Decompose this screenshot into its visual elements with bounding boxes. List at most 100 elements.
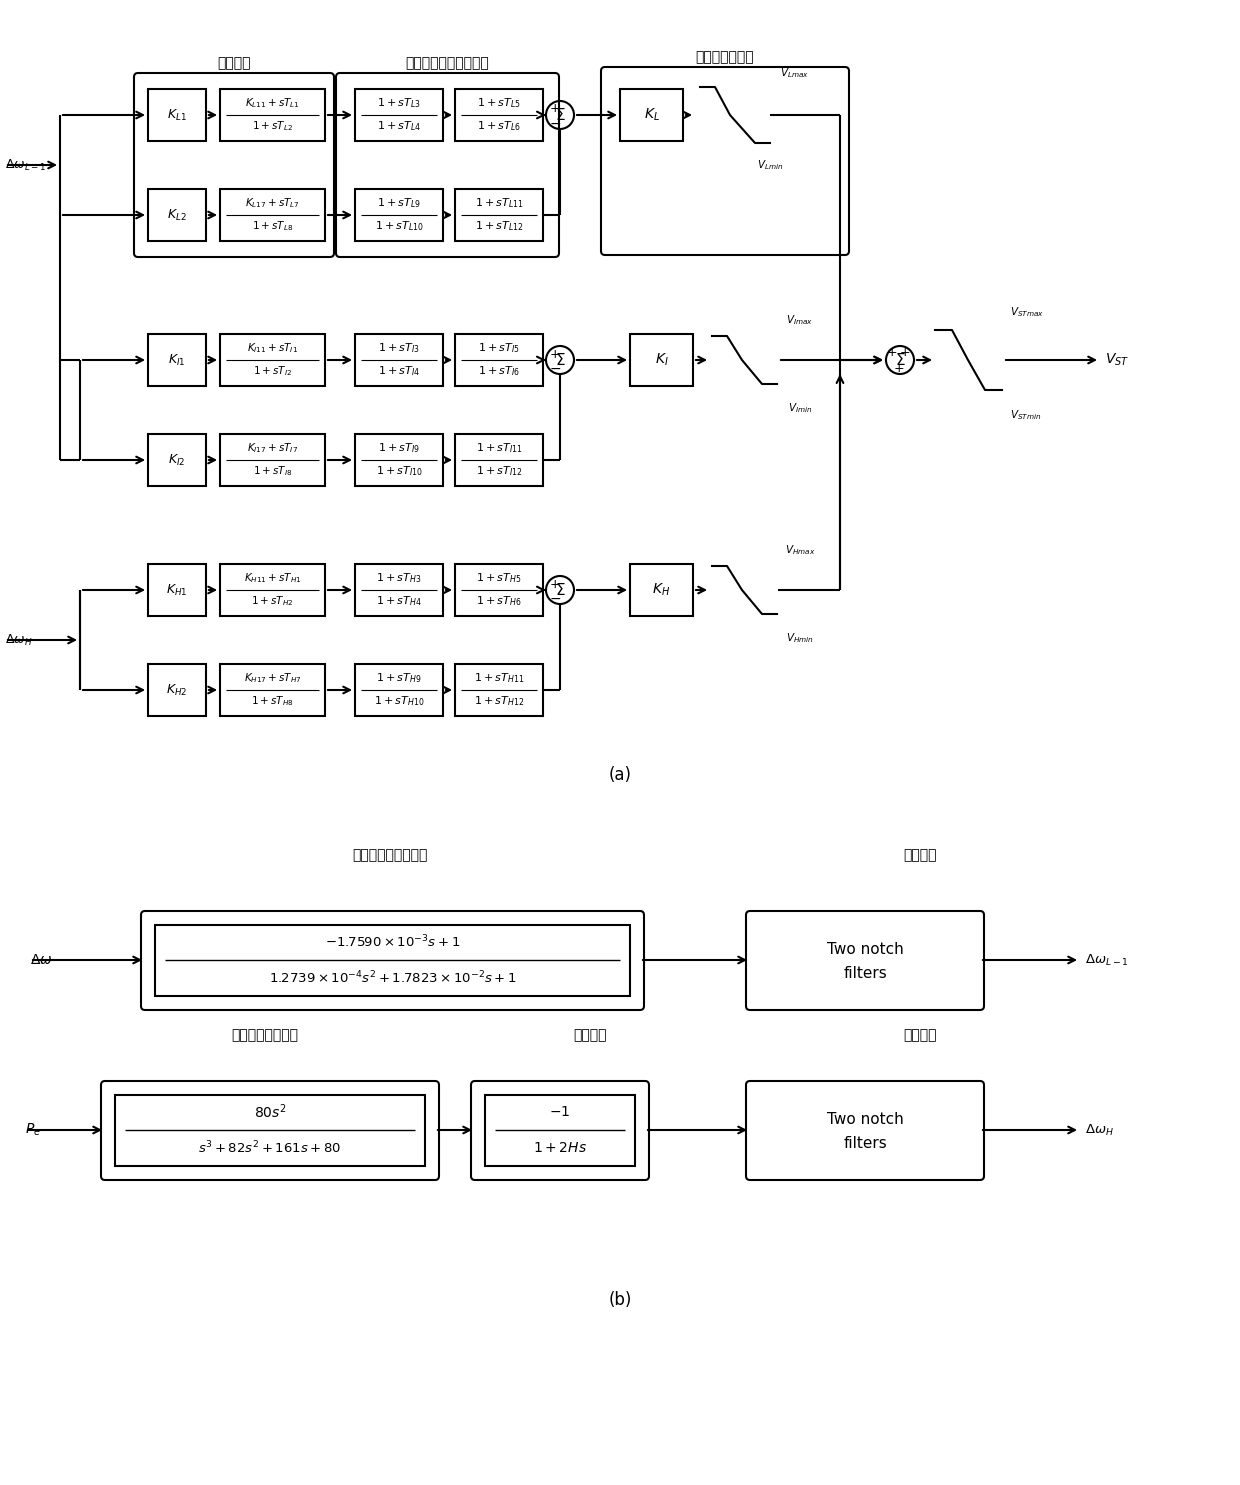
FancyBboxPatch shape — [746, 910, 985, 1010]
Bar — [148, 434, 206, 486]
Bar — [455, 564, 543, 616]
Text: $1+sT_{L11}$: $1+sT_{L11}$ — [475, 196, 523, 211]
Bar — [355, 664, 443, 716]
Text: $1+sT_{I8}$: $1+sT_{I8}$ — [253, 465, 293, 478]
Text: $1+sT_{I5}$: $1+sT_{I5}$ — [479, 342, 520, 355]
Text: Two notch: Two notch — [827, 943, 904, 958]
Text: 增益及限幅环节: 增益及限幅环节 — [696, 50, 754, 64]
Bar — [115, 1094, 425, 1166]
Text: $K_{L}$: $K_{L}$ — [644, 107, 660, 123]
Text: $1+sT_{L10}$: $1+sT_{L10}$ — [374, 220, 424, 233]
Text: $V_{Hmin}$: $V_{Hmin}$ — [786, 631, 813, 644]
Text: $\Sigma$: $\Sigma$ — [895, 352, 905, 368]
Text: Two notch: Two notch — [827, 1112, 904, 1127]
Text: $1+sT_{L2}$: $1+sT_{L2}$ — [252, 119, 293, 134]
Text: $1+sT_{H5}$: $1+sT_{H5}$ — [476, 572, 522, 585]
Text: $\Delta\omega_{L-1}$: $\Delta\omega_{L-1}$ — [1085, 952, 1128, 968]
Text: 超前滞后相位补偿环节: 超前滞后相位补偿环节 — [405, 56, 490, 70]
FancyBboxPatch shape — [134, 73, 334, 257]
Text: $K_{H11}+sT_{H1}$: $K_{H11}+sT_{H1}$ — [243, 572, 301, 585]
Bar — [219, 664, 325, 716]
Text: $1.2739\times10^{-4}s^{2}+1.7823\times10^{-2}s+1$: $1.2739\times10^{-4}s^{2}+1.7823\times10… — [269, 970, 517, 986]
Text: $\Delta\omega_{H}$: $\Delta\omega_{H}$ — [5, 633, 32, 647]
Text: $1+sT_{L12}$: $1+sT_{L12}$ — [475, 220, 523, 233]
Bar — [148, 564, 206, 616]
Text: (b): (b) — [609, 1290, 631, 1308]
FancyBboxPatch shape — [746, 1081, 985, 1181]
Bar — [219, 189, 325, 241]
Text: $\Delta\omega$: $\Delta\omega$ — [30, 953, 52, 967]
Bar — [630, 564, 693, 616]
Text: $K_{I2}$: $K_{I2}$ — [169, 453, 186, 468]
Text: $1+sT_{H12}$: $1+sT_{H12}$ — [474, 695, 525, 708]
Text: $1+2Hs$: $1+2Hs$ — [533, 1140, 587, 1155]
FancyBboxPatch shape — [141, 910, 644, 1010]
Text: $K_{H1}$: $K_{H1}$ — [166, 582, 187, 597]
Text: $V_{Imin}$: $V_{Imin}$ — [787, 401, 812, 414]
Bar — [355, 564, 443, 616]
Text: $1+sT_{L5}$: $1+sT_{L5}$ — [477, 97, 521, 110]
Text: $K_{I17}+sT_{I7}$: $K_{I17}+sT_{I7}$ — [247, 441, 298, 456]
Text: $K_{H17}+sT_{H7}$: $K_{H17}+sT_{H7}$ — [243, 671, 301, 686]
Text: $V_{Lmin}$: $V_{Lmin}$ — [756, 157, 784, 172]
Text: $1+sT_{H4}$: $1+sT_{H4}$ — [376, 594, 422, 609]
Text: $1+sT_{I2}$: $1+sT_{I2}$ — [253, 364, 293, 379]
Text: −: − — [549, 117, 560, 131]
Text: $1+sT_{I4}$: $1+sT_{I4}$ — [378, 364, 420, 379]
Text: +: + — [549, 347, 560, 361]
Text: $V_{ST}$: $V_{ST}$ — [1105, 352, 1130, 368]
Bar — [155, 925, 630, 996]
Text: filters: filters — [843, 1136, 887, 1151]
Bar — [485, 1094, 635, 1166]
Bar — [630, 334, 693, 386]
Text: $\Delta\omega_{H}$: $\Delta\omega_{H}$ — [1085, 1123, 1114, 1138]
Text: $K_{L1}$: $K_{L1}$ — [167, 107, 187, 123]
Text: $1+sT_{H2}$: $1+sT_{H2}$ — [252, 594, 294, 609]
Text: $K_{L11}+sT_{L1}$: $K_{L11}+sT_{L1}$ — [246, 97, 300, 110]
Text: $1+sT_{H10}$: $1+sT_{H10}$ — [373, 695, 424, 708]
Text: +: + — [887, 346, 898, 359]
Bar — [620, 89, 683, 141]
Bar — [455, 189, 543, 241]
Text: 可选环节: 可选环节 — [903, 1028, 936, 1042]
Text: −: − — [549, 593, 560, 606]
Text: 惯性环节: 惯性环节 — [573, 1028, 606, 1042]
Bar — [148, 664, 206, 716]
Bar — [219, 334, 325, 386]
Bar — [148, 89, 206, 141]
Text: $K_{I11}+sT_{I1}$: $K_{I11}+sT_{I1}$ — [247, 342, 298, 355]
Text: $s^{3}+82s^{2}+161s+80$: $s^{3}+82s^{2}+161s+80$ — [198, 1139, 341, 1157]
Text: −: − — [549, 362, 560, 376]
Text: $P_e$: $P_e$ — [25, 1121, 41, 1138]
Text: $1+sT_{I6}$: $1+sT_{I6}$ — [477, 364, 520, 379]
Text: $V_{STmin}$: $V_{STmin}$ — [1011, 408, 1042, 422]
Text: $1+sT_{L6}$: $1+sT_{L6}$ — [477, 119, 521, 134]
Text: $1+sT_{L3}$: $1+sT_{L3}$ — [377, 97, 420, 110]
Text: $K_{I1}$: $K_{I1}$ — [169, 352, 186, 368]
Bar — [455, 434, 543, 486]
Text: $1+sT_{L4}$: $1+sT_{L4}$ — [377, 119, 422, 134]
Text: $80s^{2}$: $80s^{2}$ — [254, 1103, 286, 1121]
Text: 高频段速度传感器: 高频段速度传感器 — [232, 1028, 299, 1042]
Text: $1+sT_{H11}$: $1+sT_{H11}$ — [474, 671, 525, 686]
Text: $-1$: $-1$ — [549, 1105, 570, 1120]
Text: $-1.7590\times10^{-3}s+1$: $-1.7590\times10^{-3}s+1$ — [325, 934, 460, 950]
Bar — [219, 564, 325, 616]
Text: 可选环节: 可选环节 — [903, 848, 936, 861]
Bar — [355, 334, 443, 386]
Text: $V_{Imax}$: $V_{Imax}$ — [786, 313, 813, 327]
Text: 中低频段速度传感器: 中低频段速度传感器 — [352, 848, 428, 861]
Bar — [219, 89, 325, 141]
Text: $\Delta\omega_{L-1}$: $\Delta\omega_{L-1}$ — [5, 157, 46, 172]
Text: $1+sT_{I10}$: $1+sT_{I10}$ — [376, 465, 423, 478]
Text: $V_{Lmax}$: $V_{Lmax}$ — [780, 67, 808, 80]
Text: $1+sT_{H6}$: $1+sT_{H6}$ — [476, 594, 522, 609]
Text: filters: filters — [843, 967, 887, 982]
Bar — [455, 89, 543, 141]
Text: +: + — [549, 578, 560, 591]
FancyBboxPatch shape — [336, 73, 559, 257]
Text: +: + — [894, 362, 904, 376]
Text: $\Sigma$: $\Sigma$ — [554, 582, 565, 598]
Text: $1+sT_{L9}$: $1+sT_{L9}$ — [377, 196, 422, 211]
Text: +: + — [900, 346, 910, 359]
